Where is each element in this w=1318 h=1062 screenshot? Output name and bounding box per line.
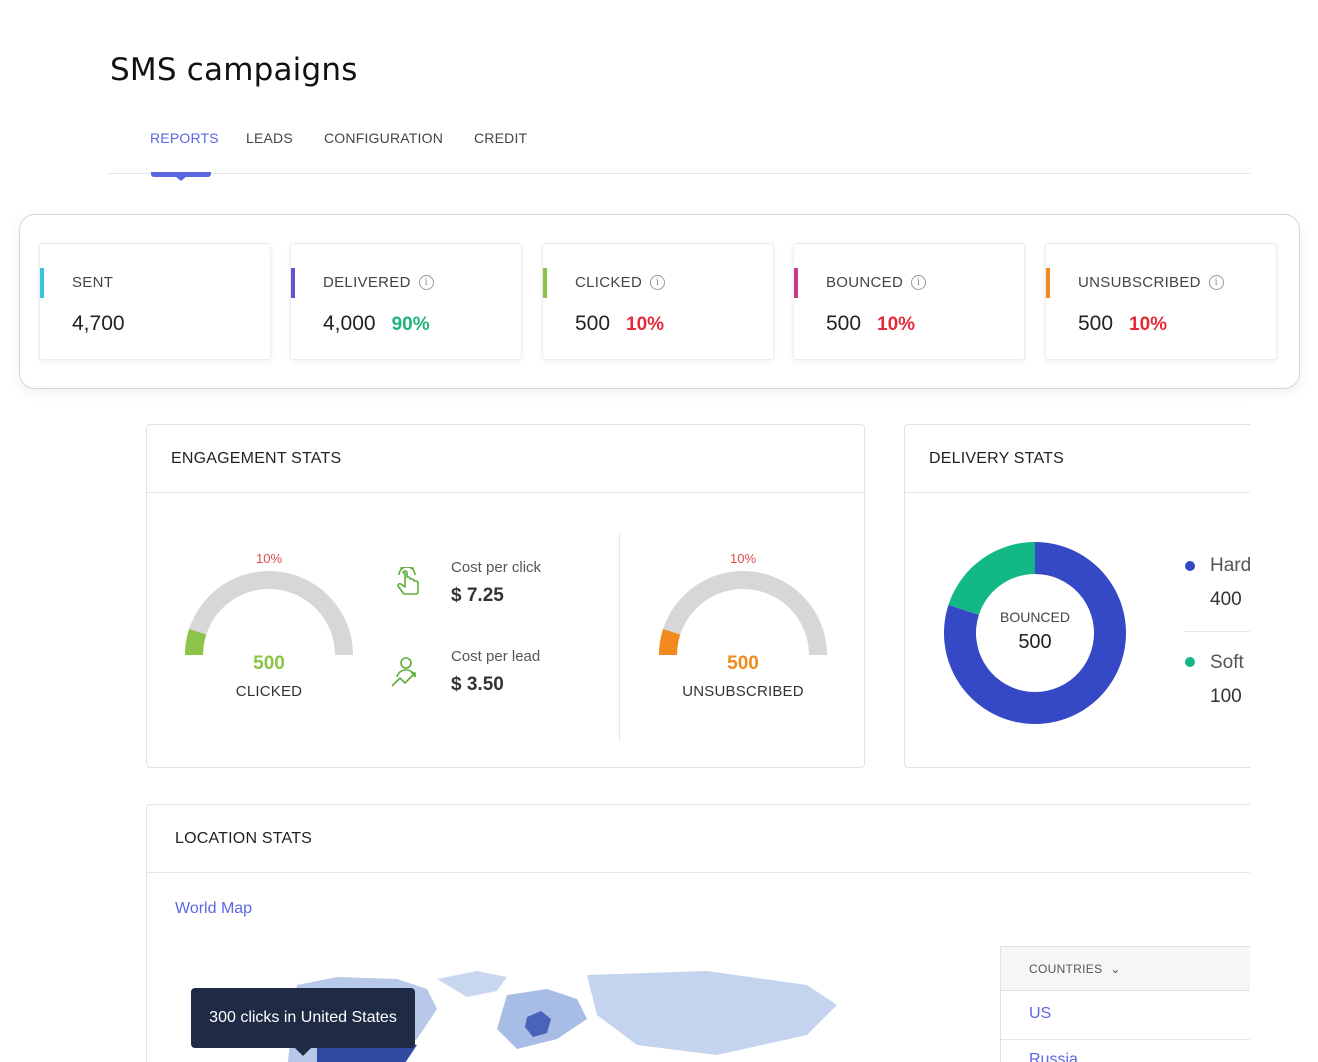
donut-slice-hard[interactable]	[944, 542, 1126, 724]
kpi-value: 500	[1078, 312, 1114, 335]
countries-header: COUNTRIES ⌄	[1001, 947, 1259, 991]
row-divider	[1001, 1039, 1259, 1040]
kpi-label: DELIVERED	[323, 274, 411, 291]
legend-label: Soft I	[1210, 652, 1255, 673]
donut-center-value: 500	[1018, 631, 1052, 653]
donut-slice-soft[interactable]	[948, 542, 1035, 615]
gauge-fill	[659, 629, 681, 656]
legend-value: 400	[1210, 589, 1242, 610]
panel-header: ENGAGEMENT STATS	[147, 425, 864, 493]
tab-leads[interactable]: LEADS	[246, 130, 293, 146]
kpi-accent-bar	[1046, 268, 1050, 298]
gauge-value: 500	[253, 653, 285, 674]
delivery-stats-panel: DELIVERY STATS BOUNCED 500 Hard 400 Soft…	[904, 424, 1304, 768]
kpi-value: 4,000	[323, 312, 376, 335]
tab-credit[interactable]: CREDIT	[474, 130, 528, 146]
kpi-percent: 10%	[626, 314, 665, 335]
kpi-value: 4,700	[72, 312, 125, 335]
panel-header: DELIVERY STATS	[905, 425, 1303, 493]
legend-label: Hard	[1210, 555, 1252, 576]
kpi-accent-bar	[40, 268, 44, 298]
info-icon[interactable]: i	[418, 275, 434, 290]
countries-header-label[interactable]: COUNTRIES	[1029, 962, 1103, 976]
legend-divider	[1185, 631, 1303, 632]
kpi-percent: 10%	[877, 314, 916, 335]
kpi-sent: SENT 4,700	[39, 243, 271, 360]
kpi-percent: 10%	[1129, 314, 1168, 335]
cost-per-lead-value: $ 3.50	[451, 674, 504, 695]
kpi-label: SENT	[72, 274, 114, 291]
page-title: SMS campaigns	[110, 52, 358, 88]
kpi-percent: 90%	[391, 314, 430, 335]
gauge-label: CLICKED	[235, 683, 303, 700]
gauge-percent: 10%	[729, 551, 757, 566]
cost-per-click-value: $ 7.25	[451, 585, 504, 606]
kpi-label: UNSUBSCRIBED	[1078, 274, 1201, 291]
kpi-accent-bar	[794, 268, 798, 298]
engagement-stats-panel: ENGAGEMENT STATS 10% 500 CLICKED Cost pe…	[146, 424, 865, 768]
map-tooltip: 300 clicks in United States	[191, 988, 415, 1056]
growth-user-icon	[391, 657, 416, 687]
tab-configuration[interactable]: CONFIGURATION	[324, 130, 444, 146]
gauge-label: UNSUBSCRIBED	[682, 683, 804, 700]
world-map-link[interactable]: World Map	[175, 900, 253, 917]
chevron-down-icon[interactable]: ⌄	[1110, 962, 1121, 976]
kpi-label: BOUNCED	[826, 274, 904, 291]
gauge-value: 500	[727, 653, 759, 674]
gauge-track	[659, 571, 827, 656]
active-tab-indicator	[151, 172, 211, 181]
legend-dot	[1185, 657, 1195, 667]
kpi-delivered: DELIVERED i 4,000 90%	[290, 243, 522, 360]
legend-value: 100	[1210, 686, 1242, 707]
kpi-accent-bar	[291, 268, 295, 298]
info-icon[interactable]: i	[650, 275, 666, 290]
gauge-fill	[185, 629, 207, 656]
info-icon[interactable]: i	[911, 275, 927, 290]
panel-title: DELIVERY STATS	[929, 450, 1064, 467]
kpi-unsubscribed: UNSUBSCRIBED i 500 10%	[1045, 243, 1277, 360]
kpi-summary: SENT 4,700 DELIVERED i 4,000 90% CLICKED i …	[19, 214, 1300, 389]
kpi-accent-bar	[543, 268, 547, 298]
kpi-bounced: BOUNCED i 500 10%	[793, 243, 1025, 360]
cost-per-click-label: Cost per click	[451, 559, 542, 576]
panel-header: LOCATION STATS	[147, 805, 1305, 873]
kpi-value: 500	[826, 312, 862, 335]
panel-divider	[619, 533, 620, 741]
gauge-track	[185, 571, 353, 656]
donut-center-label: BOUNCED	[999, 609, 1070, 625]
cost-per-lead-label: Cost per lead	[451, 648, 541, 665]
info-icon[interactable]: i	[1208, 275, 1224, 290]
viewport-edge	[1250, 400, 1318, 1062]
kpi-label: CLICKED	[575, 274, 643, 291]
clicked-gauge	[185, 571, 353, 656]
kpi-value: 500	[575, 312, 611, 335]
map-region-germany[interactable]	[525, 1011, 551, 1037]
unsubscribed-gauge	[659, 571, 827, 656]
tab-bar: REPORTS LEADS CONFIGURATION CREDIT	[108, 124, 1250, 181]
tap-hand-icon	[397, 567, 419, 595]
panel-title: LOCATION STATS	[175, 830, 313, 847]
kpi-clicked: CLICKED i 500 10%	[542, 243, 774, 360]
countries-table: COUNTRIES ⌄ US Russia	[1000, 946, 1260, 1062]
country-row[interactable]: US	[1029, 1005, 1052, 1022]
legend-dot	[1185, 561, 1195, 571]
map-region-asia[interactable]	[587, 971, 837, 1055]
panel-title: ENGAGEMENT STATS	[171, 450, 342, 467]
gauge-percent: 10%	[255, 551, 283, 566]
map-region-greenland[interactable]	[437, 971, 507, 997]
tab-reports[interactable]: REPORTS	[150, 130, 219, 146]
bounced-donut-chart	[944, 542, 1126, 724]
country-row[interactable]: Russia	[1029, 1051, 1078, 1062]
